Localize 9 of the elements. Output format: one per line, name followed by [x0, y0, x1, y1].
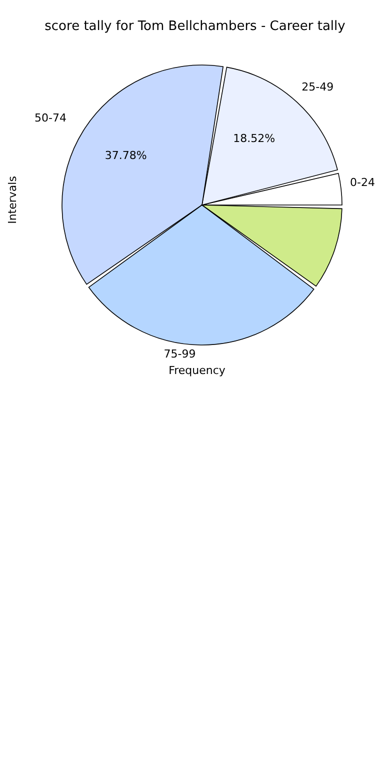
slice-label: 25-49	[302, 80, 334, 94]
text: Intervals	[6, 176, 19, 224]
data-label: 37.78%	[104, 148, 147, 162]
slice-label: 50-74	[34, 112, 67, 125]
slice-label: 0-24	[350, 176, 375, 190]
data-label: 18.52%	[233, 132, 276, 145]
slice-label: 75-99	[164, 347, 196, 360]
chart-title: score tally for Tom Bellchambers - Career tally	[44, 19, 346, 34]
text: Frequency	[168, 364, 226, 377]
